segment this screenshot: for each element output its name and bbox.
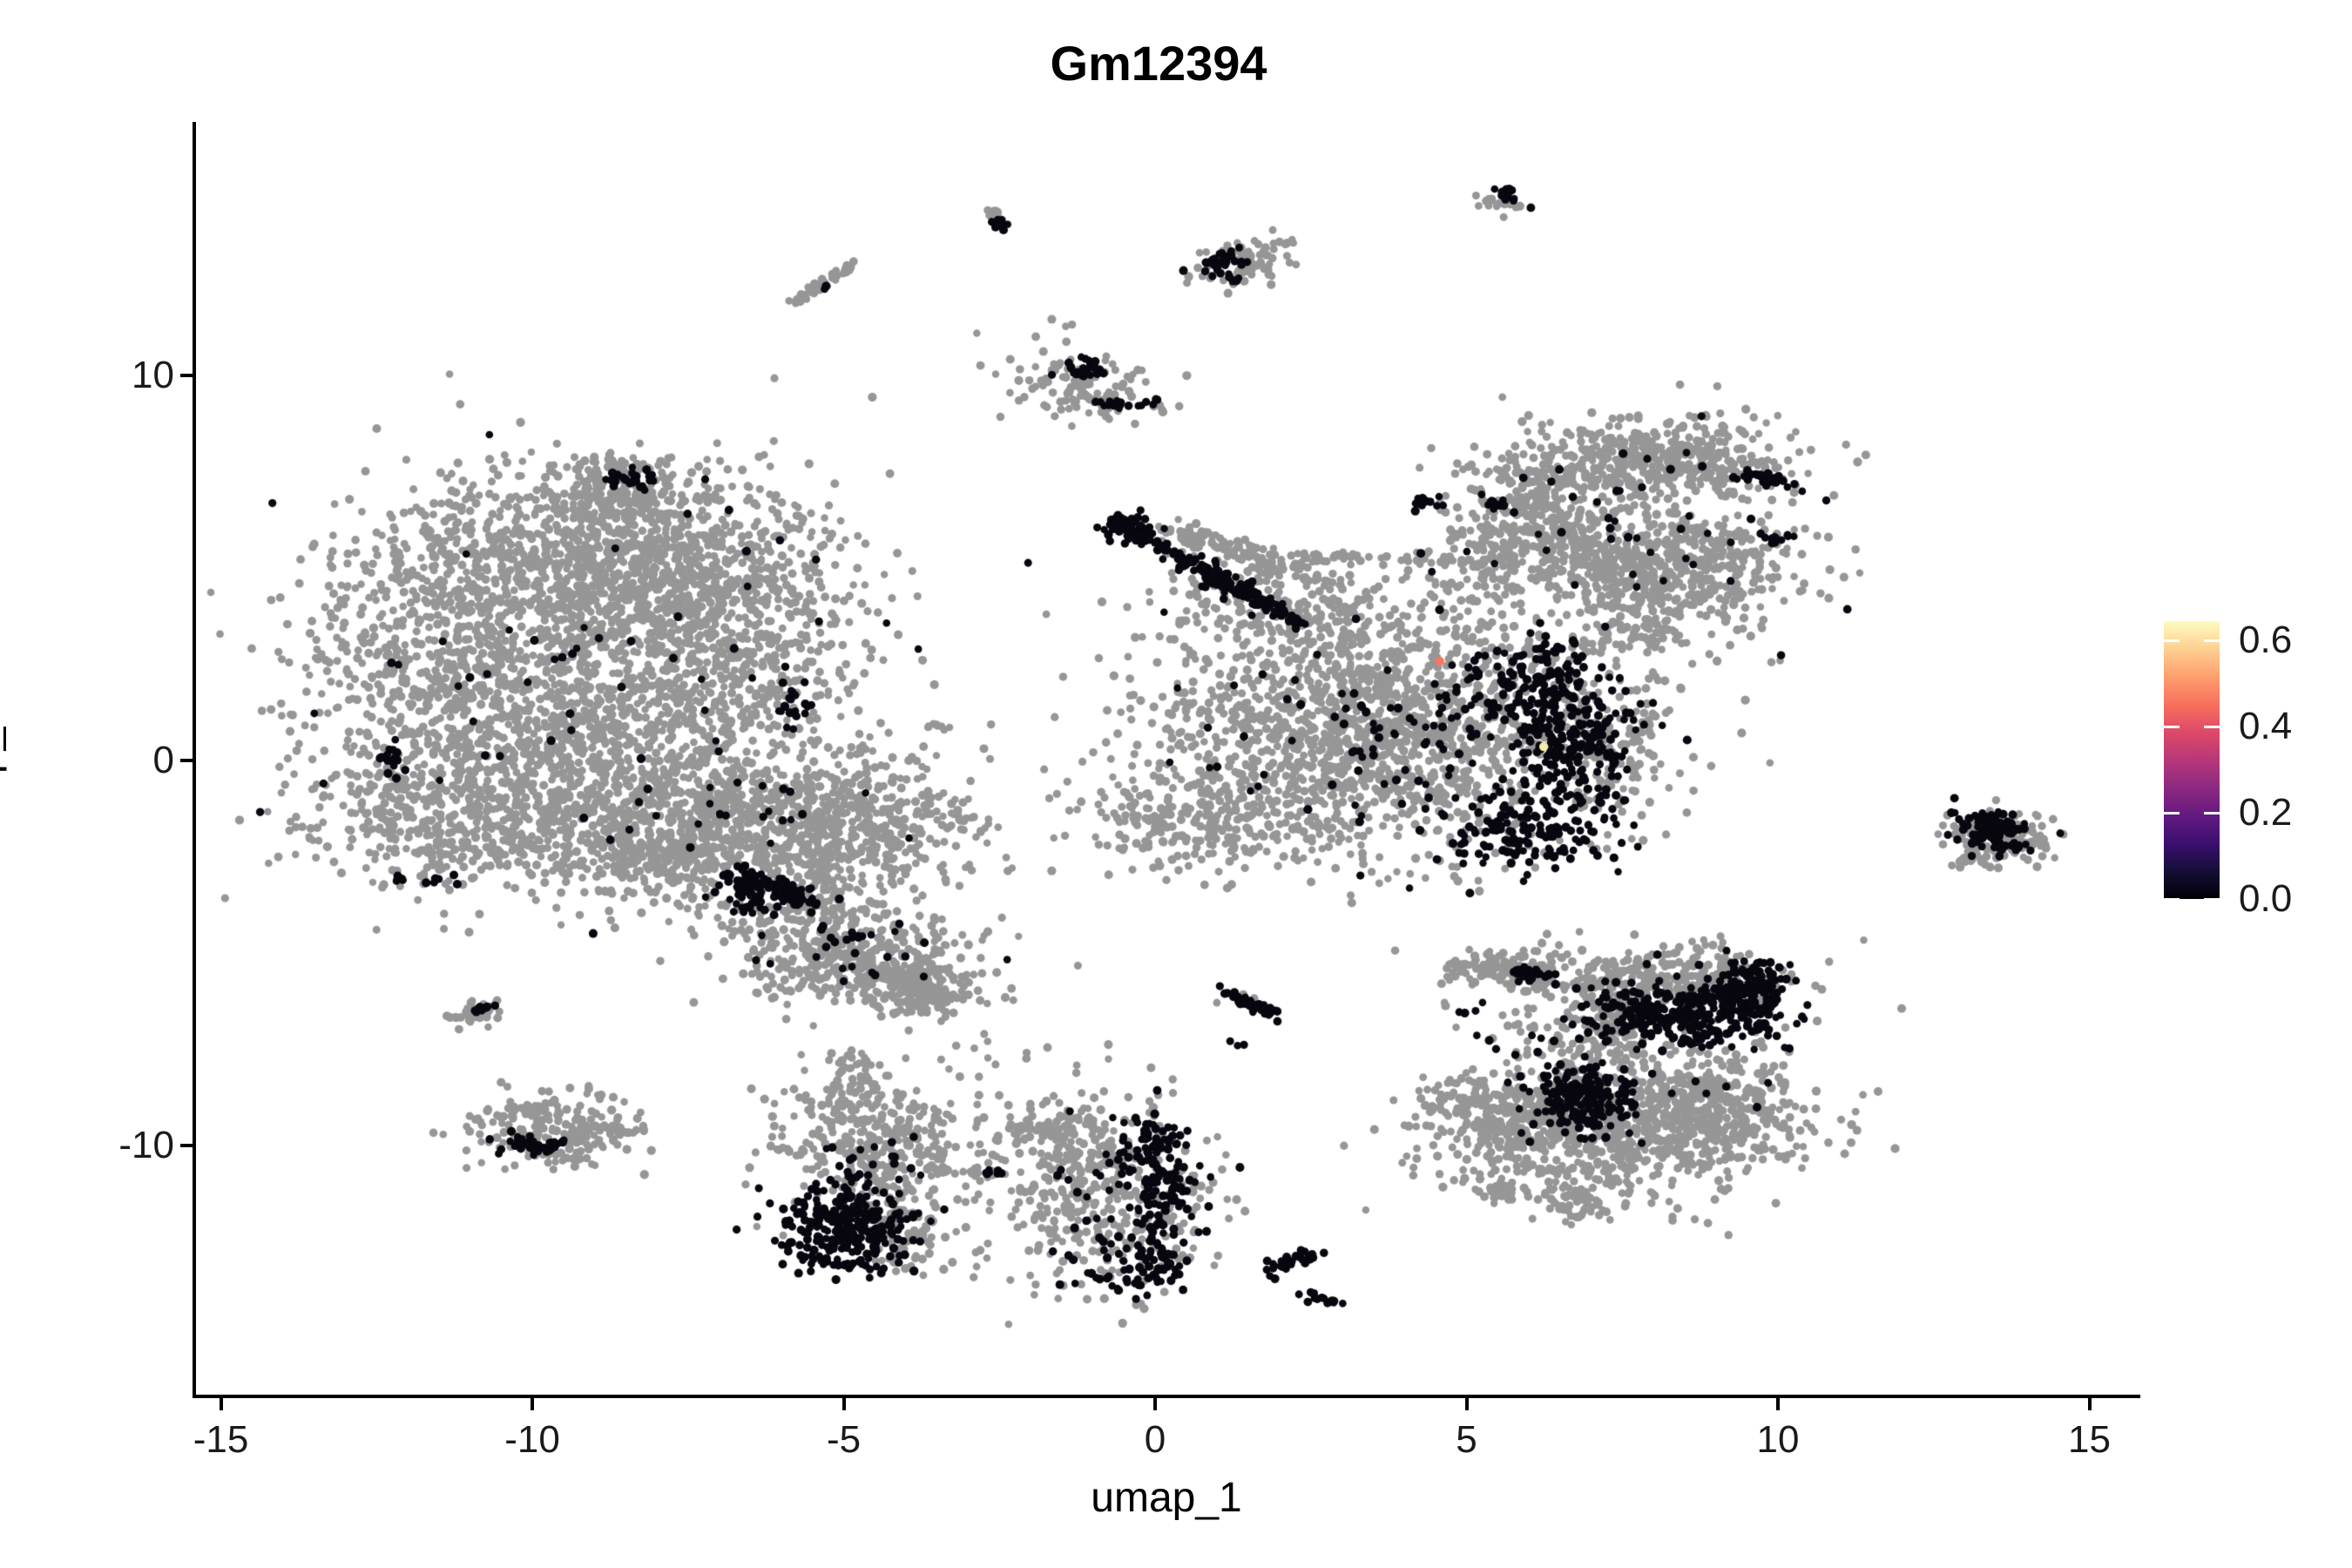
legend-tick-mark [2164, 726, 2180, 729]
x-axis-tick [841, 1398, 846, 1410]
x-axis-title: umap_1 [1091, 1475, 1242, 1521]
x-axis-tick-label: -5 [826, 1418, 862, 1461]
y-axis-tick-label: 10 [132, 354, 174, 396]
y-axis-tick [180, 1144, 193, 1147]
y-axis-line [193, 122, 196, 1398]
legend-gradient-bar [2164, 621, 2220, 899]
legend-tick-label: 0.0 [2239, 877, 2293, 920]
x-axis-tick-label: 15 [2068, 1418, 2111, 1461]
x-axis-tick-label: -15 [193, 1418, 249, 1461]
x-axis-tick-label: 10 [1756, 1418, 1800, 1461]
y-axis-tick-label: -10 [118, 1124, 174, 1166]
x-axis-line [193, 1395, 2140, 1398]
y-axis-tick [180, 759, 193, 762]
x-axis-tick [1153, 1398, 1157, 1410]
legend-tick-label: 0.2 [2239, 791, 2293, 835]
legend-tick-label: 0.6 [2239, 618, 2293, 662]
y-axis-title: umap_2 [0, 704, 8, 855]
legend-tick-mark [2204, 639, 2220, 643]
x-axis-tick-label: 0 [1144, 1418, 1166, 1461]
y-axis-tick-label: 0 [152, 739, 174, 781]
x-axis-tick [2087, 1398, 2092, 1410]
legend-tick-mark [2204, 726, 2220, 729]
legend-tick-mark [2204, 898, 2220, 901]
x-axis-tick-label: 5 [1456, 1418, 1477, 1461]
x-axis-tick-label: -10 [504, 1418, 560, 1461]
x-axis-tick [1776, 1398, 1780, 1410]
legend-tick-mark [2164, 898, 2180, 901]
legend-tick-mark [2164, 812, 2180, 815]
y-axis-tick [180, 374, 193, 377]
x-axis-tick [531, 1398, 534, 1410]
x-axis-tick [219, 1398, 223, 1410]
legend-tick-mark [2164, 639, 2180, 643]
legend-tick-label: 0.4 [2239, 705, 2293, 748]
legend-tick-mark [2204, 812, 2220, 815]
x-axis-tick [1464, 1398, 1469, 1410]
